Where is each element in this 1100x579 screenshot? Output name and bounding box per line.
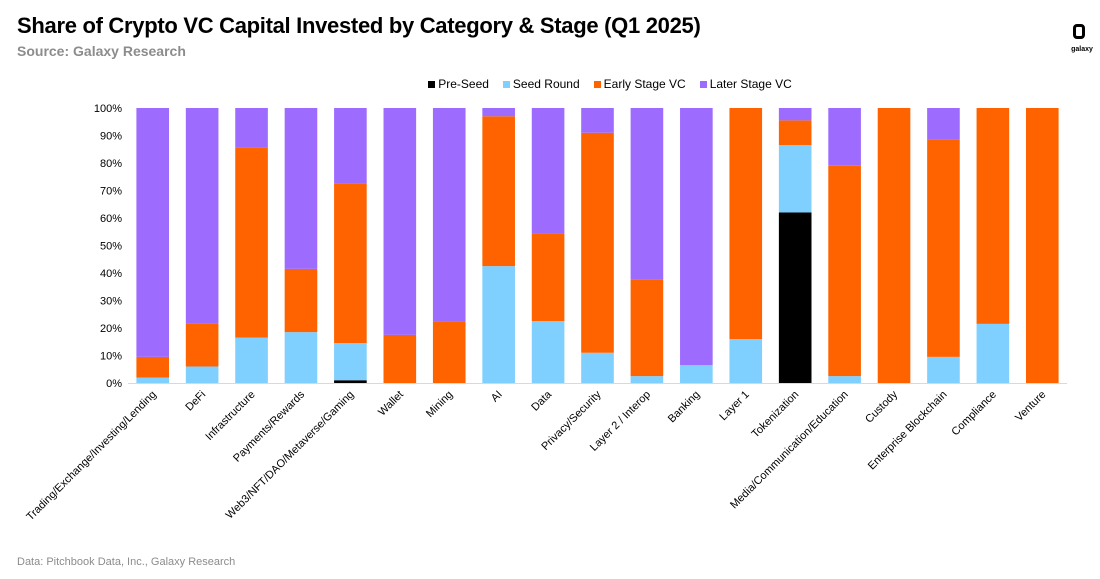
bar-segment-early-stage-vc bbox=[432, 321, 466, 383]
x-tick-label: AI bbox=[489, 389, 505, 405]
y-tick-label: 10% bbox=[100, 351, 122, 363]
bar-segment-later-stage-vc bbox=[630, 108, 664, 280]
bar-segment-early-stage-vc bbox=[877, 108, 911, 383]
bar-segment-early-stage-vc bbox=[778, 120, 812, 146]
bar-segment-later-stage-vc bbox=[334, 108, 367, 184]
bar-segment-early-stage-vc bbox=[828, 165, 861, 377]
bar-segment-early-stage-vc bbox=[729, 108, 763, 339]
bar-segment-seed-round bbox=[284, 332, 318, 383]
bar-segment-seed-round bbox=[235, 337, 268, 383]
bar-segment-seed-round bbox=[185, 366, 219, 383]
bar-segment-early-stage-vc bbox=[383, 334, 417, 383]
y-tick-label: 100% bbox=[94, 103, 122, 115]
bar-segment-later-stage-vc bbox=[432, 108, 466, 322]
bar-segment-seed-round bbox=[680, 365, 713, 383]
legend-label: Pre-Seed bbox=[438, 77, 489, 91]
bar-segment-early-stage-vc bbox=[630, 279, 664, 377]
legend-item: Later Stage VC bbox=[699, 76, 792, 92]
bar-segment-seed-round bbox=[136, 377, 170, 383]
bar-segment-later-stage-vc bbox=[235, 108, 268, 148]
bar-segment-early-stage-vc bbox=[976, 108, 1010, 324]
bar-segment-early-stage-vc bbox=[235, 147, 268, 338]
bar-segment-pre-seed bbox=[334, 380, 367, 383]
legend-item: Early Stage VC bbox=[593, 76, 686, 92]
bar-segment-later-stage-vc bbox=[284, 108, 318, 269]
bar-segment-seed-round bbox=[334, 343, 367, 381]
bar-segment-seed-round bbox=[581, 352, 614, 383]
legend-swatch bbox=[502, 80, 510, 88]
x-tick-label: Venture bbox=[1013, 389, 1048, 424]
bar-segment-later-stage-vc bbox=[383, 108, 417, 335]
x-tick-label: Banking bbox=[666, 389, 703, 426]
bar-segment-later-stage-vc bbox=[927, 108, 960, 140]
bar-segment-seed-round bbox=[976, 323, 1010, 383]
chart-title: Share of Crypto VC Capital Invested by C… bbox=[17, 13, 701, 38]
x-tick-label: Trading/Exchange/Investing/Lending bbox=[24, 389, 158, 523]
galaxy-logo-icon bbox=[1073, 24, 1085, 39]
bar-segment-seed-round bbox=[828, 376, 861, 383]
legend-item: Seed Round bbox=[502, 76, 580, 92]
bar-segment-early-stage-vc bbox=[1025, 108, 1059, 383]
bar-segment-later-stage-vc bbox=[185, 108, 219, 324]
data-source-note: Data: Pitchbook Data, Inc., Galaxy Resea… bbox=[17, 556, 236, 568]
bar-segment-early-stage-vc bbox=[334, 183, 367, 344]
x-tick-label: Mining bbox=[424, 389, 455, 420]
x-tick-label: Tokenization bbox=[750, 389, 802, 441]
bar-segment-seed-round bbox=[482, 266, 515, 383]
y-tick-label: 60% bbox=[100, 213, 122, 225]
bar-segment-seed-round bbox=[927, 356, 960, 383]
legend-swatch bbox=[699, 80, 707, 88]
bar-segment-seed-round bbox=[729, 339, 763, 383]
y-tick-label: 90% bbox=[100, 131, 122, 143]
bar-segment-early-stage-vc bbox=[284, 268, 318, 333]
legend-item: Pre-Seed bbox=[308, 76, 489, 92]
y-tick-label: 0% bbox=[106, 378, 122, 390]
y-tick-label: 80% bbox=[100, 158, 122, 170]
legend-label: Early Stage VC bbox=[603, 77, 686, 91]
y-tick-label: 40% bbox=[100, 268, 122, 280]
legend-swatch bbox=[593, 80, 601, 88]
bar-segment-later-stage-vc bbox=[680, 108, 713, 366]
y-tick-label: 50% bbox=[100, 241, 122, 253]
bar-segment-early-stage-vc bbox=[581, 132, 614, 353]
bar-segment-pre-seed bbox=[778, 212, 812, 383]
bar-segment-seed-round bbox=[531, 321, 565, 383]
x-tick-label: Infrastructure bbox=[203, 389, 257, 443]
logo-text: galaxy bbox=[1071, 46, 1093, 53]
bar-segment-later-stage-vc bbox=[136, 108, 170, 357]
bar-segment-early-stage-vc bbox=[482, 116, 515, 267]
x-tick-label: Compliance bbox=[949, 389, 999, 439]
bar-segment-early-stage-vc bbox=[136, 356, 170, 378]
y-tick-label: 70% bbox=[100, 186, 122, 198]
bar-segment-seed-round bbox=[630, 376, 664, 383]
bar-segment-early-stage-vc bbox=[531, 233, 565, 322]
x-tick-label: Layer 1 bbox=[717, 389, 751, 423]
bar-segment-later-stage-vc bbox=[531, 108, 565, 234]
chart-legend: Pre-Seed Seed Round Early Stage VC Later… bbox=[0, 76, 1100, 92]
legend-label: Later Stage VC bbox=[709, 77, 792, 91]
bar-segment-seed-round bbox=[778, 145, 812, 213]
legend-label: Seed Round bbox=[512, 77, 580, 91]
bar-segment-later-stage-vc bbox=[581, 108, 614, 133]
legend-swatch bbox=[428, 80, 436, 88]
bar-segment-later-stage-vc bbox=[778, 108, 812, 121]
bar-segment-early-stage-vc bbox=[185, 323, 219, 367]
chart-subtitle: Source: Galaxy Research bbox=[17, 43, 186, 59]
x-tick-label: DeFi bbox=[183, 389, 208, 414]
y-tick-label: 30% bbox=[100, 296, 122, 308]
bar-segment-later-stage-vc bbox=[828, 108, 861, 166]
bar-segment-later-stage-vc bbox=[482, 108, 515, 117]
y-tick-label: 20% bbox=[100, 323, 122, 335]
x-tick-label: Data bbox=[529, 388, 555, 414]
x-tick-label: Custody bbox=[863, 388, 900, 425]
x-tick-label: Wallet bbox=[376, 389, 406, 419]
bar-segment-early-stage-vc bbox=[927, 139, 960, 357]
